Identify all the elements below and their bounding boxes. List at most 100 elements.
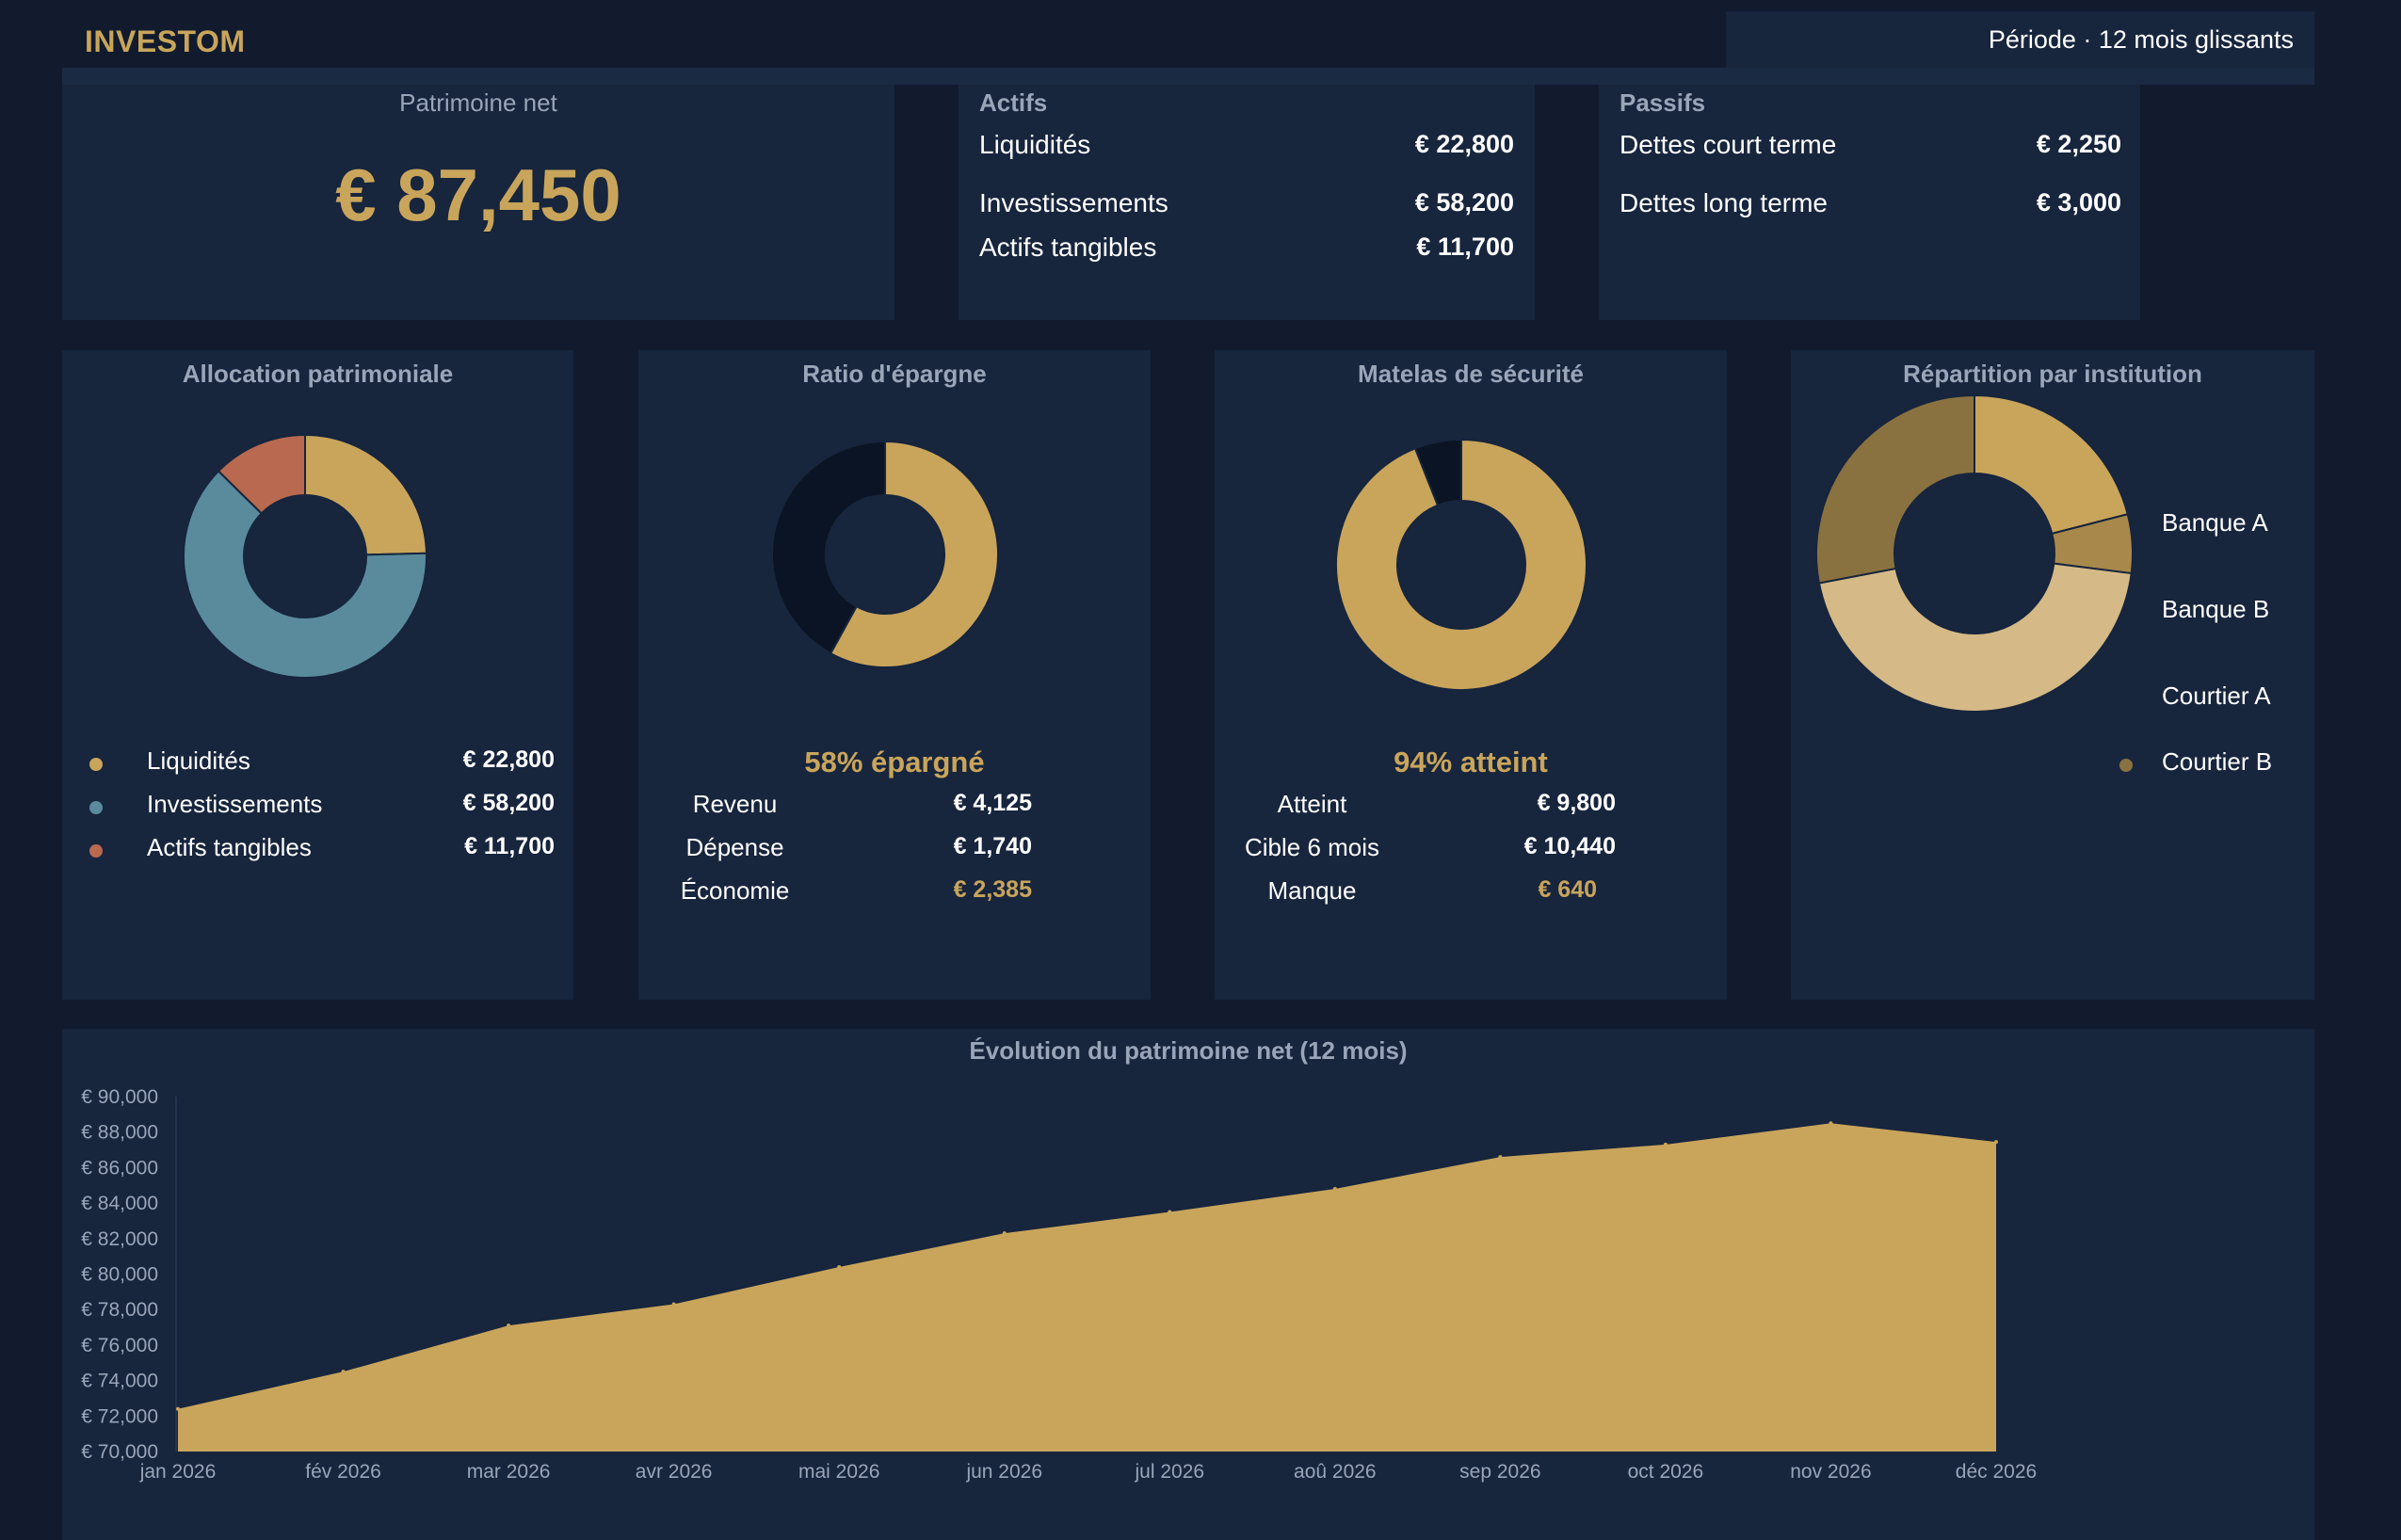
institution-title: Répartition par institution xyxy=(1903,360,2202,388)
allocation-slice-2 xyxy=(217,433,306,515)
area-point xyxy=(176,1406,180,1411)
evolution-chart-title: Évolution du patrimoine net (12 mois) xyxy=(969,1036,1408,1065)
y-tick-label: € 82,000 xyxy=(81,1228,158,1250)
y-tick-label: € 86,000 xyxy=(81,1157,158,1179)
savings-donut xyxy=(771,440,999,668)
savings-slice-spent xyxy=(771,440,886,655)
savings-row-value: € 4,125 xyxy=(953,790,1032,816)
allocation-legend-label: Liquidités xyxy=(147,746,250,775)
y-tick-label: € 88,000 xyxy=(81,1122,158,1144)
allocation-legend-label: Investissements xyxy=(147,790,323,818)
institution-slice-3 xyxy=(1815,393,1975,585)
y-tick-label: € 90,000 xyxy=(81,1086,158,1108)
institution-legend-label: Banque B xyxy=(2162,595,2270,623)
x-tick-label: avr 2026 xyxy=(636,1461,713,1483)
x-tick-label: nov 2026 xyxy=(1790,1461,1871,1483)
x-tick-label: jan 2026 xyxy=(139,1461,217,1483)
x-tick-label: jun 2026 xyxy=(965,1461,1042,1483)
savings-row-label: Dépense xyxy=(685,833,784,861)
savings-row-value: € 1,740 xyxy=(953,833,1032,859)
period-label: Période · 12 mois glissants xyxy=(1988,25,2294,54)
net-worth-value: € 87,450 xyxy=(335,153,621,236)
area-point xyxy=(1002,1231,1007,1236)
safety-row-value: € 9,800 xyxy=(1537,790,1616,816)
x-tick-label: oct 2026 xyxy=(1628,1461,1704,1483)
liabilities-card: Passifs Dettes court terme € 2,250 Dette… xyxy=(1599,85,2140,320)
area-point xyxy=(507,1323,511,1328)
period-selector[interactable]: Période · 12 mois glissants xyxy=(1726,11,2314,68)
x-tick-label: jul 2026 xyxy=(1134,1461,1204,1483)
area-point xyxy=(341,1370,346,1374)
allocation-card: Allocation patrimoniale Liquidités € 22,… xyxy=(62,350,573,1000)
legend-dot-courtier-b xyxy=(2119,759,2133,772)
area-point xyxy=(1168,1210,1172,1214)
assets-row-label: Liquidités xyxy=(979,130,1091,159)
savings-row-label: Revenu xyxy=(692,790,778,818)
safety-title: Matelas de sécurité xyxy=(1358,360,1584,388)
allocation-legend-value: € 58,200 xyxy=(462,790,555,816)
safety-cushion-card: Matelas de sécurité 94% atteint Atteint … xyxy=(1215,350,1727,1000)
y-tick-label: € 84,000 xyxy=(81,1193,158,1214)
area-point xyxy=(1332,1187,1337,1192)
savings-slice-saved xyxy=(829,440,999,668)
liabilities-row-value: € 2,250 xyxy=(2036,130,2121,158)
institution-slice-0 xyxy=(1974,393,2129,536)
safety-row-label: Manque xyxy=(1267,876,1357,905)
legend-dot-actifs-tangibles xyxy=(89,844,103,858)
savings-ratio-card: Ratio d'épargne 58% épargné Revenu € 4,1… xyxy=(638,350,1151,1000)
liabilities-row-label: Dettes court terme xyxy=(1619,130,1837,159)
y-tick-label: € 70,000 xyxy=(81,1441,158,1463)
area-point xyxy=(1663,1142,1668,1147)
safety-row-label: Atteint xyxy=(1277,790,1347,818)
allocation-legend-value: € 22,800 xyxy=(462,746,555,773)
legend-dot-liquidites xyxy=(89,758,103,771)
allocation-legend-label: Actifs tangibles xyxy=(147,833,312,861)
assets-row-value: € 22,800 xyxy=(1414,130,1514,158)
y-tick-label: € 80,000 xyxy=(81,1264,158,1286)
evolution-area-chart: € 70,000 € 72,000 € 74,000 € 76,000 € 78,000… xyxy=(81,1086,2037,1483)
assets-row-value: € 11,700 xyxy=(1416,233,1514,261)
assets-row-value: € 58,200 xyxy=(1414,188,1514,217)
allocation-slice-0 xyxy=(304,433,427,556)
x-tick-label: sep 2026 xyxy=(1459,1461,1540,1483)
safety-row-value: € 640 xyxy=(1538,876,1597,903)
safety-row-value: € 10,440 xyxy=(1523,833,1616,859)
safety-donut xyxy=(1335,438,1587,691)
institution-donut xyxy=(1815,393,2134,713)
savings-row-value: € 2,385 xyxy=(953,876,1032,903)
savings-headline: 58% épargné xyxy=(804,746,985,778)
x-tick-label: fév 2026 xyxy=(305,1461,381,1483)
institution-legend-label: Courtier B xyxy=(2162,747,2273,776)
x-tick-label: aoû 2026 xyxy=(1294,1461,1377,1483)
allocation-slice-1 xyxy=(183,470,427,679)
x-tick-label: mar 2026 xyxy=(467,1461,551,1483)
allocation-legend-value: € 11,700 xyxy=(464,833,555,859)
legend-dot-investissements xyxy=(89,801,103,814)
safety-slice-missing xyxy=(1413,438,1462,507)
institution-legend-label: Banque A xyxy=(2162,508,2268,537)
liabilities-title: Passifs xyxy=(1619,88,1706,117)
area-point xyxy=(1498,1155,1503,1160)
area-point xyxy=(1994,1140,1998,1145)
x-tick-label: mai 2026 xyxy=(798,1461,879,1483)
allocation-donut xyxy=(183,433,427,679)
institution-split-card: Répartition par institution Banque A Ban… xyxy=(1791,350,2314,1000)
y-tick-label: € 76,000 xyxy=(81,1335,158,1356)
assets-row-label: Actifs tangibles xyxy=(979,233,1157,262)
assets-title: Actifs xyxy=(979,88,1048,117)
net-worth-area-series xyxy=(178,1123,1996,1452)
net-worth-label: Patrimoine net xyxy=(399,88,557,117)
brand-logo: INVESTOM xyxy=(85,24,246,58)
safety-slice-reached xyxy=(1335,438,1587,691)
safety-headline: 94% atteint xyxy=(1394,746,1548,778)
assets-card: Actifs Liquidités € 22,800 Investissemen… xyxy=(959,85,1535,320)
liabilities-row-value: € 3,000 xyxy=(2036,188,2121,217)
net-worth-evolution-card: Évolution du patrimoine net (12 mois) € … xyxy=(62,1029,2314,1540)
allocation-title: Allocation patrimoniale xyxy=(182,360,454,388)
institution-slice-2 xyxy=(1817,562,2133,713)
safety-row-label: Cible 6 mois xyxy=(1244,833,1380,861)
savings-title: Ratio d'épargne xyxy=(802,360,987,388)
net-worth-card: Patrimoine net € 87,450 xyxy=(62,85,894,320)
area-point xyxy=(1829,1121,1833,1126)
area-point xyxy=(837,1264,842,1269)
